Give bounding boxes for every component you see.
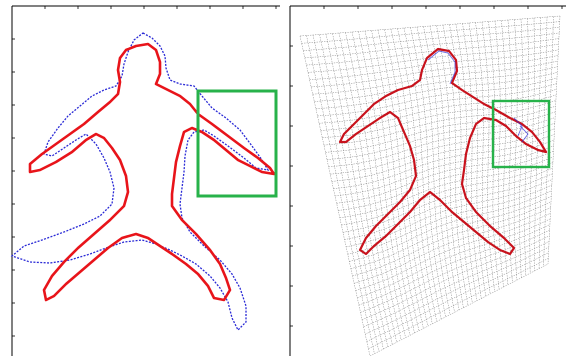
grid-line [339, 156, 554, 219]
grid-line [390, 28, 433, 324]
grid-line [323, 100, 556, 146]
grid-line [524, 18, 529, 276]
grid-line [462, 23, 482, 299]
grid-line [397, 28, 438, 322]
deformation-grid [299, 15, 561, 356]
grid-line [371, 30, 420, 331]
grid-line [501, 20, 509, 285]
grid-line [349, 190, 552, 262]
grid-line [336, 145, 554, 204]
grid-line [311, 55, 559, 88]
right-panel [288, 0, 566, 356]
grid-line [312, 34, 380, 352]
grid-line [360, 229, 550, 313]
grid-line [369, 263, 549, 356]
left-axis-ticks [12, 6, 277, 337]
grid-line [306, 35, 375, 354]
grid-line [377, 29, 424, 329]
grid-line [341, 162, 553, 226]
right-plot [289, 5, 566, 356]
grid-line [342, 167, 553, 233]
grid-line [319, 34, 384, 350]
grid-line [468, 22, 486, 297]
grid-line [358, 224, 550, 306]
highlight-box [196, 89, 278, 198]
grid-line [345, 32, 402, 340]
highlight-box [491, 99, 551, 169]
grid-line [315, 72, 558, 109]
grid-line [363, 241, 550, 328]
grid-line [312, 60, 558, 95]
grid-line [347, 184, 552, 255]
warped-source-contour [427, 50, 529, 143]
grid-line [368, 258, 549, 349]
grid-line [325, 33, 389, 347]
grid-line [325, 105, 556, 153]
grid-line [538, 16, 548, 269]
grid-line [299, 15, 561, 37]
grid-line [429, 25, 460, 311]
grid-line [351, 31, 406, 338]
grid-line [322, 94, 557, 139]
grid-line [355, 213, 551, 291]
grid-line [358, 31, 411, 336]
grid-line [307, 43, 559, 73]
grid-line [320, 89, 557, 131]
grid-line [317, 77, 558, 117]
grid-line [344, 173, 553, 240]
grid-line [513, 19, 518, 281]
source-contour [10, 32, 270, 332]
grid-line [306, 38, 559, 66]
grid-line [303, 27, 560, 51]
grid-line [333, 134, 555, 189]
grid-line [361, 235, 550, 320]
grid-line [332, 33, 393, 345]
grid-line [449, 24, 473, 304]
grid-line [455, 23, 478, 301]
grid-line [357, 218, 551, 299]
grid-line [410, 27, 446, 317]
grid-line [365, 246, 549, 335]
grid-line [346, 179, 553, 248]
grid-line [319, 83, 557, 124]
grid-line [334, 139, 555, 197]
grid-line [494, 20, 504, 288]
grid-line [304, 32, 560, 59]
grid-line [534, 17, 541, 271]
grid-line [350, 196, 552, 269]
grid-line [352, 201, 552, 277]
right-axis-ticks [290, 6, 563, 327]
left-panel [0, 0, 280, 356]
grid-line [301, 21, 560, 44]
grid-line [309, 49, 559, 80]
grid-line [507, 19, 513, 283]
left-plot [10, 5, 280, 356]
grid-line [436, 25, 464, 308]
grid-line [331, 128, 555, 182]
target-contour [338, 47, 548, 256]
grid-line [366, 252, 549, 342]
grid-line [314, 66, 558, 102]
grid-line [354, 207, 551, 284]
target-contour [28, 42, 276, 302]
grid-line [519, 18, 524, 278]
grid-line [338, 151, 554, 211]
